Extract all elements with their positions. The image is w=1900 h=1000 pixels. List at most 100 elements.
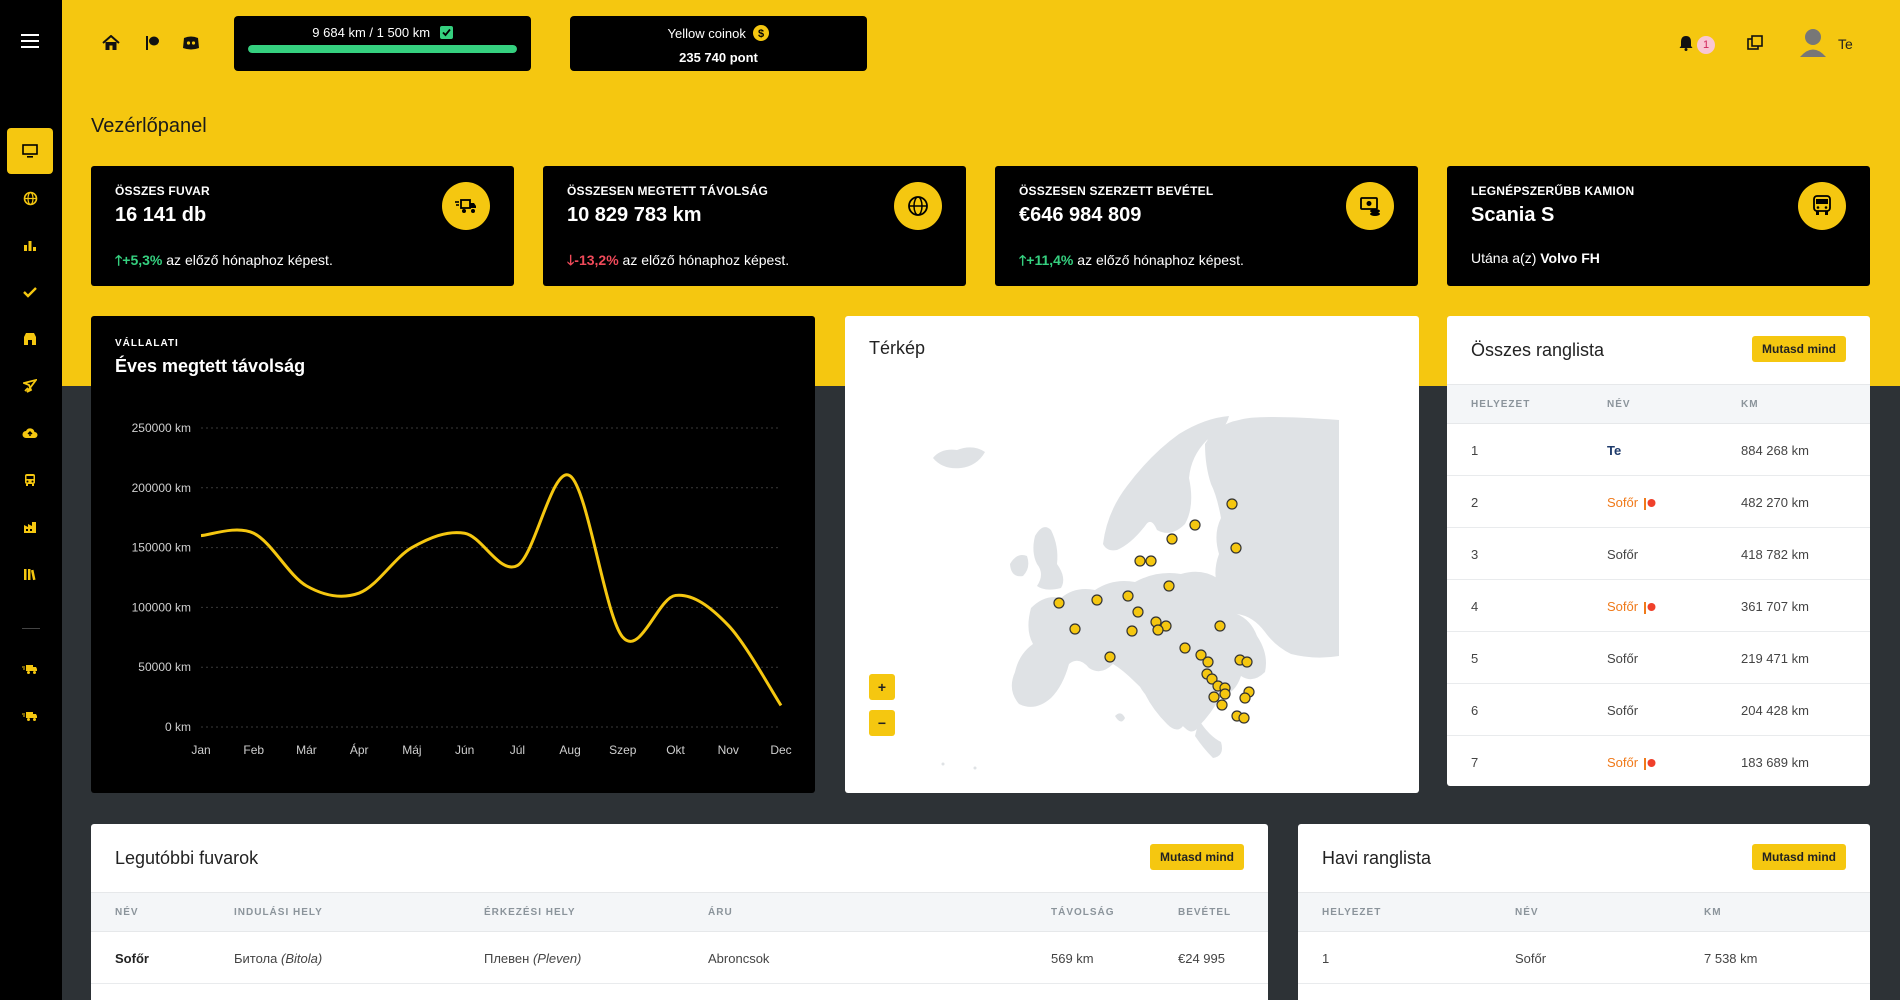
discord-icon[interactable] <box>178 30 204 56</box>
flag-icon[interactable] <box>139 30 165 56</box>
stat-value: 10 829 783 km <box>567 204 702 226</box>
sidebar-item-jobs-out[interactable] <box>7 693 53 739</box>
sidebar-item-shop[interactable] <box>7 316 53 362</box>
map-title: Térkép <box>869 338 926 358</box>
europe-map[interactable] <box>845 316 1419 793</box>
table-row[interactable]: 3 Sofőr 418 782 km <box>1447 528 1870 580</box>
driver-name[interactable]: Te <box>1607 443 1621 458</box>
table-row[interactable]: 1 Sofőr 7 538 km <box>1298 932 1870 984</box>
flag-icon <box>1644 497 1656 510</box>
driver-name[interactable]: Sofőr <box>1607 703 1638 718</box>
zoom-in-button[interactable]: + <box>869 674 895 700</box>
driver-name-text: Sofőr <box>1607 755 1639 770</box>
windows-icon[interactable] <box>1742 30 1768 56</box>
y-tick-label: 50000 km <box>138 660 191 674</box>
data-point[interactable] <box>511 560 523 572</box>
km-cell: 7 538 km <box>1704 951 1758 966</box>
data-point[interactable] <box>670 589 682 601</box>
cloud-upload-icon <box>22 428 38 438</box>
driver-name[interactable]: Sofőr <box>1607 547 1638 562</box>
notification-badge: 1 <box>1697 36 1715 54</box>
recent-jobs-card: Legutóbbi fuvarok Mutasd mind NÉV INDULÁ… <box>91 824 1268 1000</box>
job-driver[interactable]: Sofőr <box>115 951 149 966</box>
arrow-down-icon: 🡓 <box>567 252 575 268</box>
arrow-up-icon: 🡑 <box>115 252 123 268</box>
bell-icon[interactable] <box>1673 30 1699 56</box>
data-point[interactable] <box>564 470 576 482</box>
sidebar-item-events[interactable] <box>7 363 53 409</box>
menu-icon[interactable] <box>7 18 53 64</box>
zoom-out-button[interactable]: − <box>869 710 895 736</box>
sidebar-item-company[interactable] <box>7 504 53 550</box>
table-row[interactable]: 5 Sofőr 219 471 km <box>1447 632 1870 684</box>
sidebar-item-jobs-in[interactable] <box>7 646 53 692</box>
truck-fast-icon <box>442 182 490 230</box>
driver-name-text: Sofőr <box>1607 547 1639 562</box>
sidebar-item-dashboard[interactable] <box>7 128 53 174</box>
sidebar-item-vehicles[interactable] <box>7 457 53 503</box>
x-tick-label: Szep <box>609 743 637 757</box>
driver-name[interactable]: Sofőr <box>1607 599 1656 614</box>
driver-name-text: Te <box>1607 443 1622 458</box>
data-point[interactable] <box>300 580 312 592</box>
column-header-distance: TÁVOLSÁG <box>1051 907 1115 918</box>
data-point[interactable] <box>195 530 207 542</box>
x-tick-label: Júl <box>510 743 525 757</box>
driver-name[interactable]: Sofőr <box>1515 951 1547 966</box>
column-header-name: NÉV <box>1515 907 1539 918</box>
stat-label: ÖSSZESEN MEGTETT TÁVOLSÁG <box>567 184 769 198</box>
stat-label: ÖSSZES FUVAR <box>115 184 210 198</box>
home-icon[interactable] <box>98 30 124 56</box>
sidebar-item-map[interactable] <box>7 175 53 221</box>
show-all-jobs-button[interactable]: Mutasd mind <box>1150 844 1244 870</box>
stat-card-total-revenue: ÖSSZESEN SZERZETT BEVÉTEL €646 984 809 🡑… <box>995 166 1418 286</box>
data-point[interactable] <box>775 699 787 711</box>
data-point[interactable] <box>722 619 734 631</box>
sidebar-divider <box>22 628 40 629</box>
show-all-overall-button[interactable]: Mutasd mind <box>1752 336 1846 362</box>
map-card: Térkép <box>845 316 1419 793</box>
job-destination-local: Плевен <box>484 951 530 966</box>
table-row[interactable]: 7 Sofőr 183 689 km <box>1447 736 1870 786</box>
svg-text:$: $ <box>758 28 764 40</box>
data-point[interactable] <box>617 631 629 643</box>
x-tick-label: Aug <box>559 743 580 757</box>
column-header-km: KM <box>1704 907 1722 918</box>
y-tick-label: 250000 km <box>132 421 191 435</box>
driver-name[interactable]: Sofőr <box>1607 755 1656 770</box>
driver-name-text: Sofőr <box>1607 495 1639 510</box>
column-header-cargo: ÁRU <box>708 907 733 918</box>
driver-name[interactable]: Sofőr <box>1607 495 1656 510</box>
rank-cell: 2 <box>1471 495 1479 510</box>
data-point[interactable] <box>248 527 260 539</box>
stat-label: ÖSSZESEN SZERZETT BEVÉTEL <box>1019 184 1214 198</box>
sidebar-item-upload[interactable] <box>7 410 53 456</box>
table-row[interactable]: 1 Te 884 268 km <box>1447 424 1870 476</box>
table-row[interactable]: 6 Sofőr 204 428 km <box>1447 684 1870 736</box>
chart-supertitle: VÁLLALATI <box>115 338 179 349</box>
recent-jobs-title: Legutóbbi fuvarok <box>115 848 259 868</box>
coins-points: 235 740 pont <box>679 50 758 65</box>
data-point[interactable] <box>353 587 365 599</box>
show-all-monthly-button[interactable]: Mutasd mind <box>1752 844 1846 870</box>
job-distance: 569 km <box>1051 951 1094 966</box>
sidebar-item-statistics[interactable] <box>7 222 53 268</box>
driver-name[interactable]: Sofőr <box>1607 651 1638 666</box>
km-cell: 482 270 km <box>1741 495 1809 510</box>
data-point[interactable] <box>459 527 471 539</box>
x-tick-label: Ápr <box>350 742 369 757</box>
sidebar-item-library[interactable] <box>7 551 53 597</box>
y-tick-label: 200000 km <box>132 481 191 495</box>
stat-label: LEGNÉPSZERŰBB KAMION <box>1471 184 1635 198</box>
table-row[interactable]: 4 Sofőr 361 707 km <box>1447 580 1870 632</box>
sidebar-item-tasks[interactable] <box>7 269 53 315</box>
bus-icon <box>25 474 35 486</box>
table-row[interactable]: 2 Sofőr 482 270 km <box>1447 476 1870 528</box>
table-row[interactable]: Sofőr Битола (Bitola) Плевен (Pleven) Ab… <box>91 932 1268 984</box>
chart-title: Éves megtett távolság <box>115 356 306 376</box>
column-header-revenue: BEVÉTEL <box>1178 907 1232 918</box>
location-markers[interactable] <box>1053 498 1255 724</box>
data-point[interactable] <box>406 542 418 554</box>
user-menu[interactable]: Te <box>1798 28 1853 60</box>
stat-value: €646 984 809 <box>1019 204 1142 226</box>
